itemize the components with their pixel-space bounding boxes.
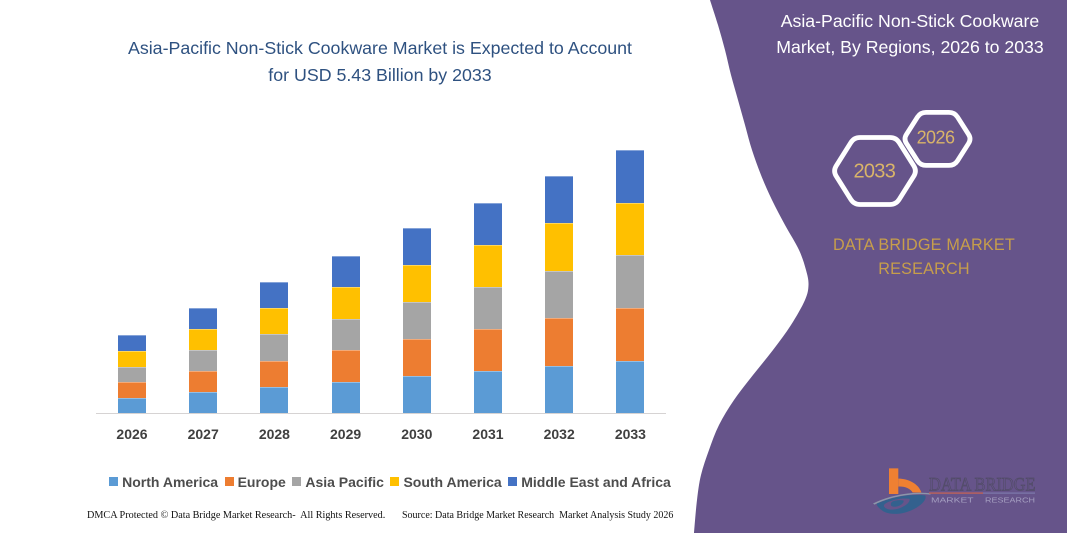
svg-text:DATA BRIDGE: DATA BRIDGE <box>929 474 1036 495</box>
svg-text:2033: 2033 <box>853 161 895 183</box>
svg-text:2026: 2026 <box>917 127 955 147</box>
svg-text:MARKET: MARKET <box>931 495 974 504</box>
svg-text:RESEARCH: RESEARCH <box>985 495 1035 504</box>
